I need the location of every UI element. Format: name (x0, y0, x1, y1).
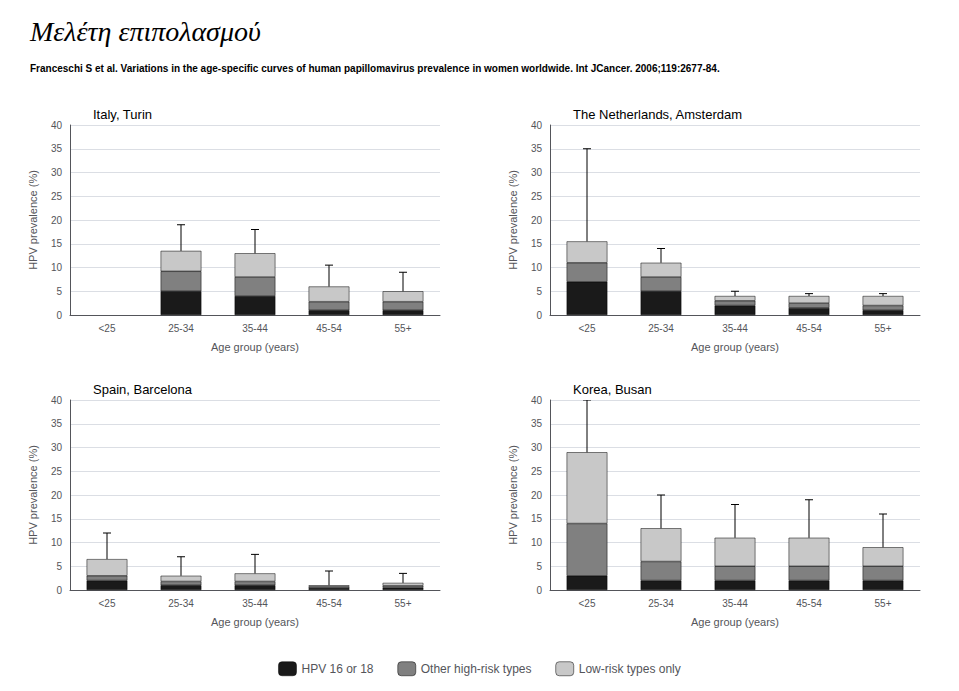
svg-text:HPV prevalence (%): HPV prevalence (%) (507, 445, 519, 545)
svg-text:The Netherlands, Amsterdam: The Netherlands, Amsterdam (573, 107, 742, 122)
svg-text:30: 30 (531, 167, 543, 178)
svg-text:25: 25 (51, 191, 63, 202)
svg-text:Spain, Barcelona: Spain, Barcelona (93, 382, 193, 397)
svg-text:<25: <25 (579, 323, 596, 334)
svg-text:35-44: 35-44 (242, 598, 268, 609)
svg-text:0: 0 (536, 310, 542, 321)
svg-text:HPV prevalence (%): HPV prevalence (%) (27, 170, 39, 270)
svg-text:15: 15 (531, 513, 543, 524)
svg-text:10: 10 (51, 537, 63, 548)
svg-text:<25: <25 (99, 323, 116, 334)
svg-text:15: 15 (531, 238, 543, 249)
svg-text:Μελέτη επιπολασμού: Μελέτη επιπολασμού (29, 16, 261, 47)
svg-text:15: 15 (51, 238, 63, 249)
svg-text:45-54: 45-54 (316, 323, 342, 334)
svg-text:35: 35 (531, 143, 543, 154)
svg-text:35-44: 35-44 (722, 598, 748, 609)
svg-text:25-34: 25-34 (648, 598, 674, 609)
svg-text:HPV 16 or 18: HPV 16 or 18 (301, 662, 373, 676)
svg-text:45-54: 45-54 (796, 323, 822, 334)
svg-text:55+: 55+ (395, 598, 412, 609)
svg-text:55+: 55+ (395, 323, 412, 334)
svg-text:25-34: 25-34 (168, 323, 194, 334)
svg-text:35: 35 (51, 418, 63, 429)
svg-text:30: 30 (531, 442, 543, 453)
svg-text:35: 35 (531, 418, 543, 429)
svg-text:Age group (years): Age group (years) (211, 341, 299, 353)
svg-text:25: 25 (531, 466, 543, 477)
svg-text:20: 20 (531, 215, 543, 226)
svg-text:5: 5 (56, 561, 62, 572)
svg-text:HPV prevalence (%): HPV prevalence (%) (27, 445, 39, 545)
svg-text:30: 30 (51, 167, 63, 178)
svg-text:45-54: 45-54 (796, 598, 822, 609)
svg-text:25: 25 (531, 191, 543, 202)
svg-text:20: 20 (51, 490, 63, 501)
svg-text:25-34: 25-34 (648, 323, 674, 334)
svg-text:0: 0 (56, 585, 62, 596)
svg-text:40: 40 (531, 120, 543, 131)
svg-text:Age group (years): Age group (years) (211, 616, 299, 628)
svg-text:25: 25 (51, 466, 63, 477)
svg-text:Age group (years): Age group (years) (691, 341, 779, 353)
svg-text:5: 5 (56, 286, 62, 297)
svg-text:10: 10 (531, 537, 543, 548)
svg-text:20: 20 (531, 490, 543, 501)
svg-text:0: 0 (536, 585, 542, 596)
svg-text:55+: 55+ (875, 598, 892, 609)
svg-text:Italy, Turin: Italy, Turin (93, 107, 152, 122)
svg-text:<25: <25 (99, 598, 116, 609)
svg-text:5: 5 (536, 561, 542, 572)
svg-text:45-54: 45-54 (316, 598, 342, 609)
svg-text:Other high-risk types: Other high-risk types (421, 662, 532, 676)
svg-text:35-44: 35-44 (242, 323, 268, 334)
svg-text:5: 5 (536, 286, 542, 297)
svg-text:HPV prevalence (%): HPV prevalence (%) (507, 170, 519, 270)
svg-text:10: 10 (531, 262, 543, 273)
svg-text:Korea, Busan: Korea, Busan (573, 382, 652, 397)
svg-text:40: 40 (51, 395, 63, 406)
svg-text:40: 40 (531, 395, 543, 406)
svg-text:30: 30 (51, 442, 63, 453)
svg-text:<25: <25 (579, 598, 596, 609)
svg-text:35-44: 35-44 (722, 323, 748, 334)
svg-text:0: 0 (56, 310, 62, 321)
svg-text:40: 40 (51, 120, 63, 131)
svg-text:35: 35 (51, 143, 63, 154)
svg-text:10: 10 (51, 262, 63, 273)
svg-text:20: 20 (51, 215, 63, 226)
svg-text:55+: 55+ (875, 323, 892, 334)
svg-text:Age group (years): Age group (years) (691, 616, 779, 628)
svg-text:15: 15 (51, 513, 63, 524)
svg-text:25-34: 25-34 (168, 598, 194, 609)
svg-text:Low-risk types only: Low-risk types only (579, 662, 681, 676)
svg-text:Franceschi S et al. Variations: Franceschi S et al. Variations in the ag… (30, 63, 720, 74)
